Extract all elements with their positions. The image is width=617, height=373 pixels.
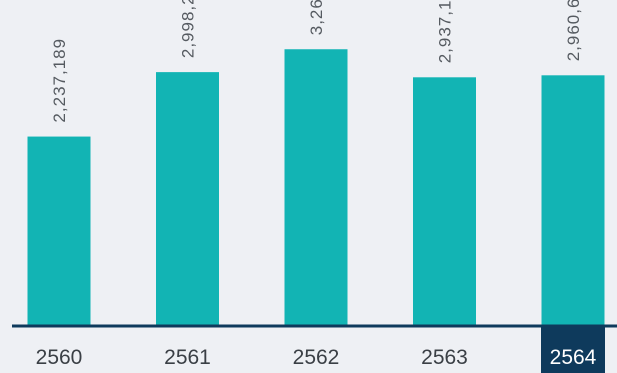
x-tick-labels: 2560 2561 2562 2563 2564 (36, 346, 597, 369)
bar-2564 (541, 75, 605, 326)
x-tick-label-2564: 2564 (550, 346, 597, 369)
x-tick-label-2561: 2561 (164, 346, 211, 369)
value-label-2560: 2,237,189 (50, 38, 69, 123)
value-label-2564: 2,960,613 (564, 0, 583, 61)
x-tick-label-2560: 2560 (36, 346, 83, 369)
bars (27, 49, 605, 327)
bar-2561 (156, 72, 219, 326)
value-label-2561: 2,998,242 (179, 0, 198, 58)
bar-2560 (27, 136, 91, 326)
x-tick-label-2562: 2562 (293, 346, 340, 369)
bar-2563 (413, 77, 476, 327)
value-label-2563: 2,937,111 (436, 0, 455, 63)
value-labels: 2,237,189 2,998,242 3,268,464 2,937,111 2,96… (50, 0, 583, 123)
highlighted-category-background (541, 326, 605, 373)
bar-2562 (284, 49, 348, 326)
x-tick-label-2563: 2563 (421, 346, 468, 369)
value-label-2562: 3,268,464 (307, 0, 326, 35)
